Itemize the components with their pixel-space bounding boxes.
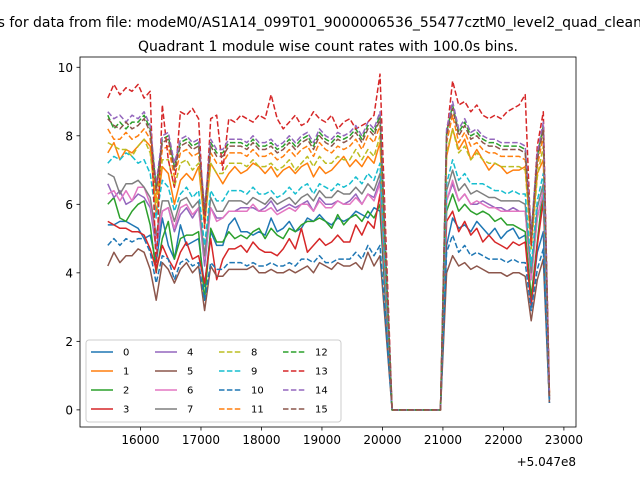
legend-label: 9: [251, 367, 257, 378]
series-line-11: [107, 114, 551, 411]
legend-label: 7: [187, 405, 193, 416]
series-line-2: [107, 186, 551, 411]
legend-label: 5: [187, 367, 193, 378]
series-line-5: [107, 248, 551, 411]
y-tick-label: 4: [65, 266, 73, 280]
series-line-8: [107, 128, 551, 411]
chart-suptitle: Plots for data from file: modeM0/AS1A14_…: [0, 15, 640, 31]
legend-label: 8: [251, 348, 257, 359]
x-tick-label: 16000: [121, 433, 159, 447]
legend-label: 1: [123, 367, 129, 378]
legend-label: 14: [315, 386, 328, 397]
legend-label: 4: [187, 348, 193, 359]
series-line-14: [107, 100, 551, 411]
y-axis: 0 2 4 6 8 10: [58, 61, 80, 417]
x-tick-label: 23000: [545, 433, 583, 447]
legend-label: 6: [187, 386, 193, 397]
legend-label: 3: [123, 405, 129, 416]
x-offset-label: +5.047e8: [517, 455, 576, 469]
x-tick-label: 19000: [303, 433, 341, 447]
legend-label: 11: [251, 405, 264, 416]
series-line-4: [107, 179, 551, 411]
series-layer: [107, 73, 551, 411]
x-axis: 16000 17000 18000 19000 20000 21000 22000 23000: [121, 427, 583, 447]
legend-label: 10: [251, 386, 264, 397]
series-line-3: [107, 193, 551, 411]
y-tick-label: 0: [65, 403, 73, 417]
x-tick-label: 22000: [484, 433, 522, 447]
legend-label: 0: [123, 348, 129, 359]
series-line-13: [107, 73, 551, 411]
legend-label: 13: [315, 367, 328, 378]
y-tick-label: 2: [65, 335, 73, 349]
y-tick-label: 6: [65, 198, 73, 212]
y-tick-label: 10: [58, 61, 73, 75]
legend-label: 15: [315, 405, 328, 416]
series-line-9: [107, 152, 551, 411]
x-tick-label: 17000: [182, 433, 220, 447]
chart-title: Quadrant 1 module wise count rates with …: [138, 39, 518, 55]
series-line-15: [107, 107, 551, 411]
legend-label: 2: [123, 386, 129, 397]
y-tick-label: 8: [65, 129, 73, 143]
series-line-7: [107, 169, 551, 411]
legend-label: 12: [315, 348, 328, 359]
series-line-6: [107, 179, 551, 411]
axes-frame: [79, 56, 577, 428]
x-tick-label: 21000: [424, 433, 462, 447]
x-tick-label: 20000: [363, 433, 401, 447]
plot-area: 16000 17000 18000 19000 20000 21000 22000 23000…: [58, 56, 583, 447]
x-tick-label: 18000: [242, 433, 280, 447]
series-line-10: [107, 234, 551, 411]
legend-frame: [85, 339, 342, 423]
